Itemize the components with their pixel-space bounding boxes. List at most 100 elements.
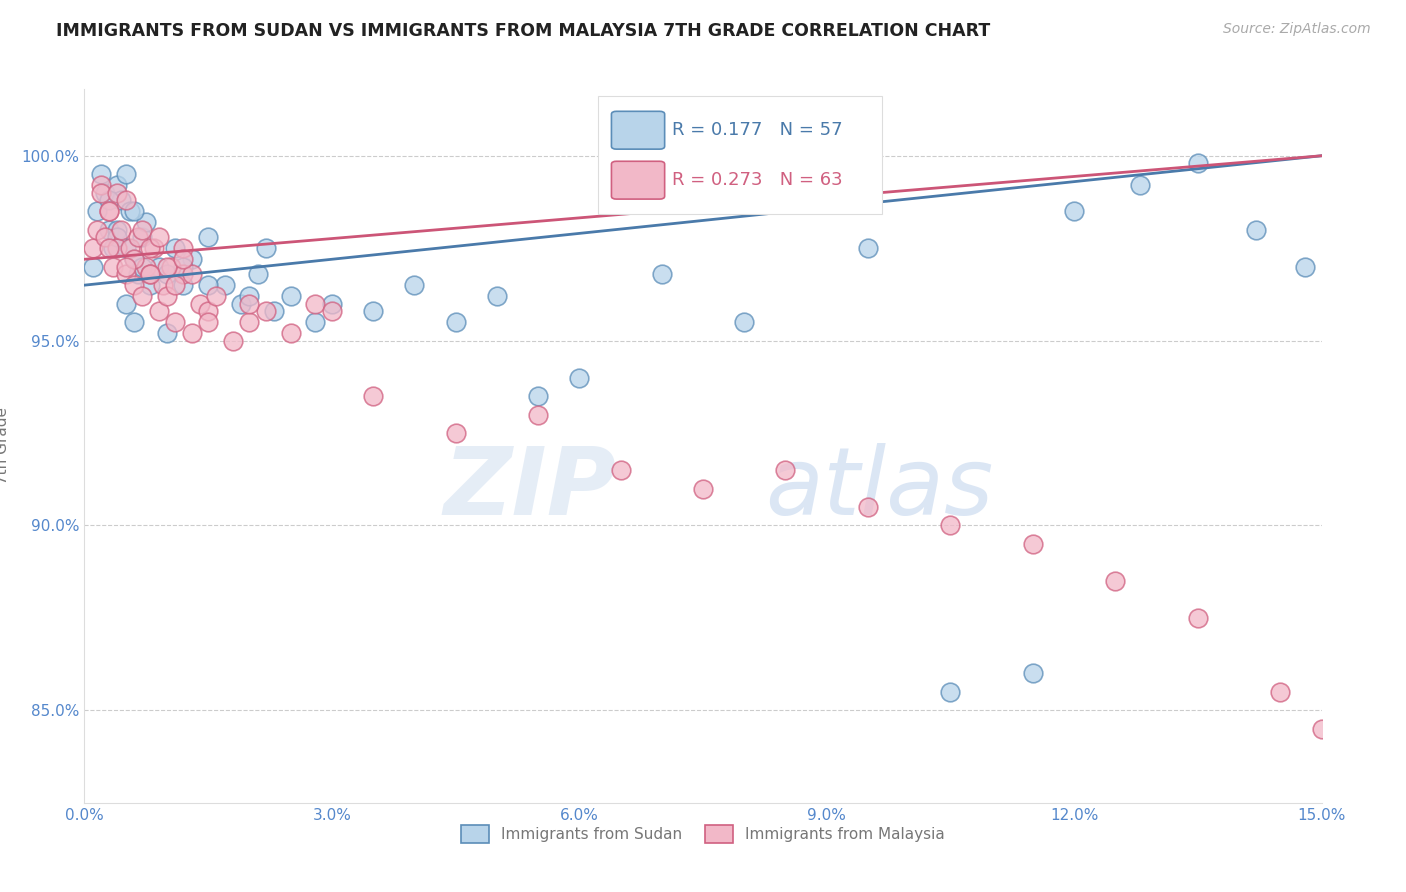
Point bbox=[122, 278, 145, 293]
Point bbox=[122, 252, 145, 267]
Point bbox=[139, 267, 162, 281]
Point bbox=[1063, 204, 1085, 219]
Point bbox=[103, 260, 125, 274]
Point bbox=[692, 482, 714, 496]
Point bbox=[98, 204, 121, 219]
Point bbox=[856, 500, 879, 514]
Point bbox=[172, 267, 194, 281]
Point bbox=[131, 260, 153, 274]
Point bbox=[180, 267, 202, 281]
Point bbox=[1294, 260, 1316, 274]
Point bbox=[139, 267, 162, 281]
Point bbox=[651, 267, 673, 281]
Point bbox=[105, 186, 128, 200]
Point bbox=[90, 167, 112, 181]
Text: Source: ZipAtlas.com: Source: ZipAtlas.com bbox=[1223, 22, 1371, 37]
Point bbox=[131, 230, 153, 244]
Point bbox=[180, 326, 202, 341]
Point bbox=[131, 289, 153, 303]
Point bbox=[114, 260, 136, 274]
Point bbox=[114, 267, 136, 281]
Point bbox=[404, 278, 426, 293]
Point bbox=[143, 241, 166, 255]
Point bbox=[98, 204, 121, 219]
Point bbox=[304, 315, 326, 329]
Point bbox=[122, 315, 145, 329]
Point bbox=[98, 223, 121, 237]
Point bbox=[939, 518, 962, 533]
Point bbox=[110, 223, 132, 237]
Point bbox=[110, 193, 132, 207]
Point bbox=[105, 230, 128, 244]
Point bbox=[172, 241, 194, 255]
Point bbox=[94, 230, 117, 244]
Point bbox=[114, 167, 136, 181]
Point bbox=[263, 304, 285, 318]
Point bbox=[90, 178, 112, 193]
Point bbox=[280, 326, 302, 341]
Point bbox=[238, 315, 260, 329]
Point bbox=[485, 289, 508, 303]
Point bbox=[156, 289, 179, 303]
Point bbox=[1270, 685, 1292, 699]
Point bbox=[1129, 178, 1152, 193]
Point bbox=[114, 193, 136, 207]
FancyBboxPatch shape bbox=[598, 96, 883, 214]
Point bbox=[254, 304, 277, 318]
Text: IMMIGRANTS FROM SUDAN VS IMMIGRANTS FROM MALAYSIA 7TH GRADE CORRELATION CHART: IMMIGRANTS FROM SUDAN VS IMMIGRANTS FROM… bbox=[56, 22, 990, 40]
Point bbox=[94, 186, 117, 200]
Point bbox=[82, 241, 104, 255]
Point bbox=[280, 289, 302, 303]
Point bbox=[222, 334, 245, 348]
Point bbox=[86, 223, 108, 237]
Point bbox=[444, 315, 467, 329]
Point bbox=[1022, 537, 1045, 551]
Point bbox=[98, 193, 121, 207]
Point bbox=[172, 260, 194, 274]
Point bbox=[527, 389, 550, 403]
Point bbox=[127, 230, 149, 244]
Text: ZIP: ZIP bbox=[443, 442, 616, 535]
Point bbox=[152, 278, 174, 293]
FancyBboxPatch shape bbox=[612, 161, 665, 199]
Point bbox=[156, 267, 179, 281]
Point bbox=[361, 304, 384, 318]
Point bbox=[114, 296, 136, 310]
Text: atlas: atlas bbox=[765, 443, 993, 534]
Point bbox=[609, 463, 631, 477]
Point bbox=[1310, 722, 1333, 736]
Point bbox=[444, 425, 467, 440]
Point bbox=[127, 267, 149, 281]
Point bbox=[1187, 156, 1209, 170]
Point bbox=[114, 241, 136, 255]
Point bbox=[197, 230, 219, 244]
Point bbox=[165, 315, 187, 329]
Point bbox=[135, 215, 157, 229]
Point bbox=[188, 296, 211, 310]
Point bbox=[148, 260, 170, 274]
Point bbox=[105, 223, 128, 237]
Point bbox=[229, 296, 252, 310]
Point bbox=[148, 230, 170, 244]
Point bbox=[156, 260, 179, 274]
Point bbox=[98, 241, 121, 255]
Point bbox=[103, 241, 125, 255]
Point bbox=[321, 304, 343, 318]
Point bbox=[1104, 574, 1126, 588]
Point bbox=[90, 186, 112, 200]
Y-axis label: 7th Grade: 7th Grade bbox=[0, 408, 10, 484]
Point bbox=[172, 252, 194, 267]
Point bbox=[86, 204, 108, 219]
Point bbox=[197, 278, 219, 293]
FancyBboxPatch shape bbox=[612, 112, 665, 149]
Point bbox=[139, 241, 162, 255]
Point bbox=[775, 463, 797, 477]
Point bbox=[160, 260, 183, 274]
Point bbox=[180, 252, 202, 267]
Point bbox=[135, 260, 157, 274]
Point bbox=[165, 241, 187, 255]
Point bbox=[214, 278, 236, 293]
Point bbox=[238, 296, 260, 310]
Point bbox=[118, 204, 141, 219]
Point bbox=[165, 278, 187, 293]
